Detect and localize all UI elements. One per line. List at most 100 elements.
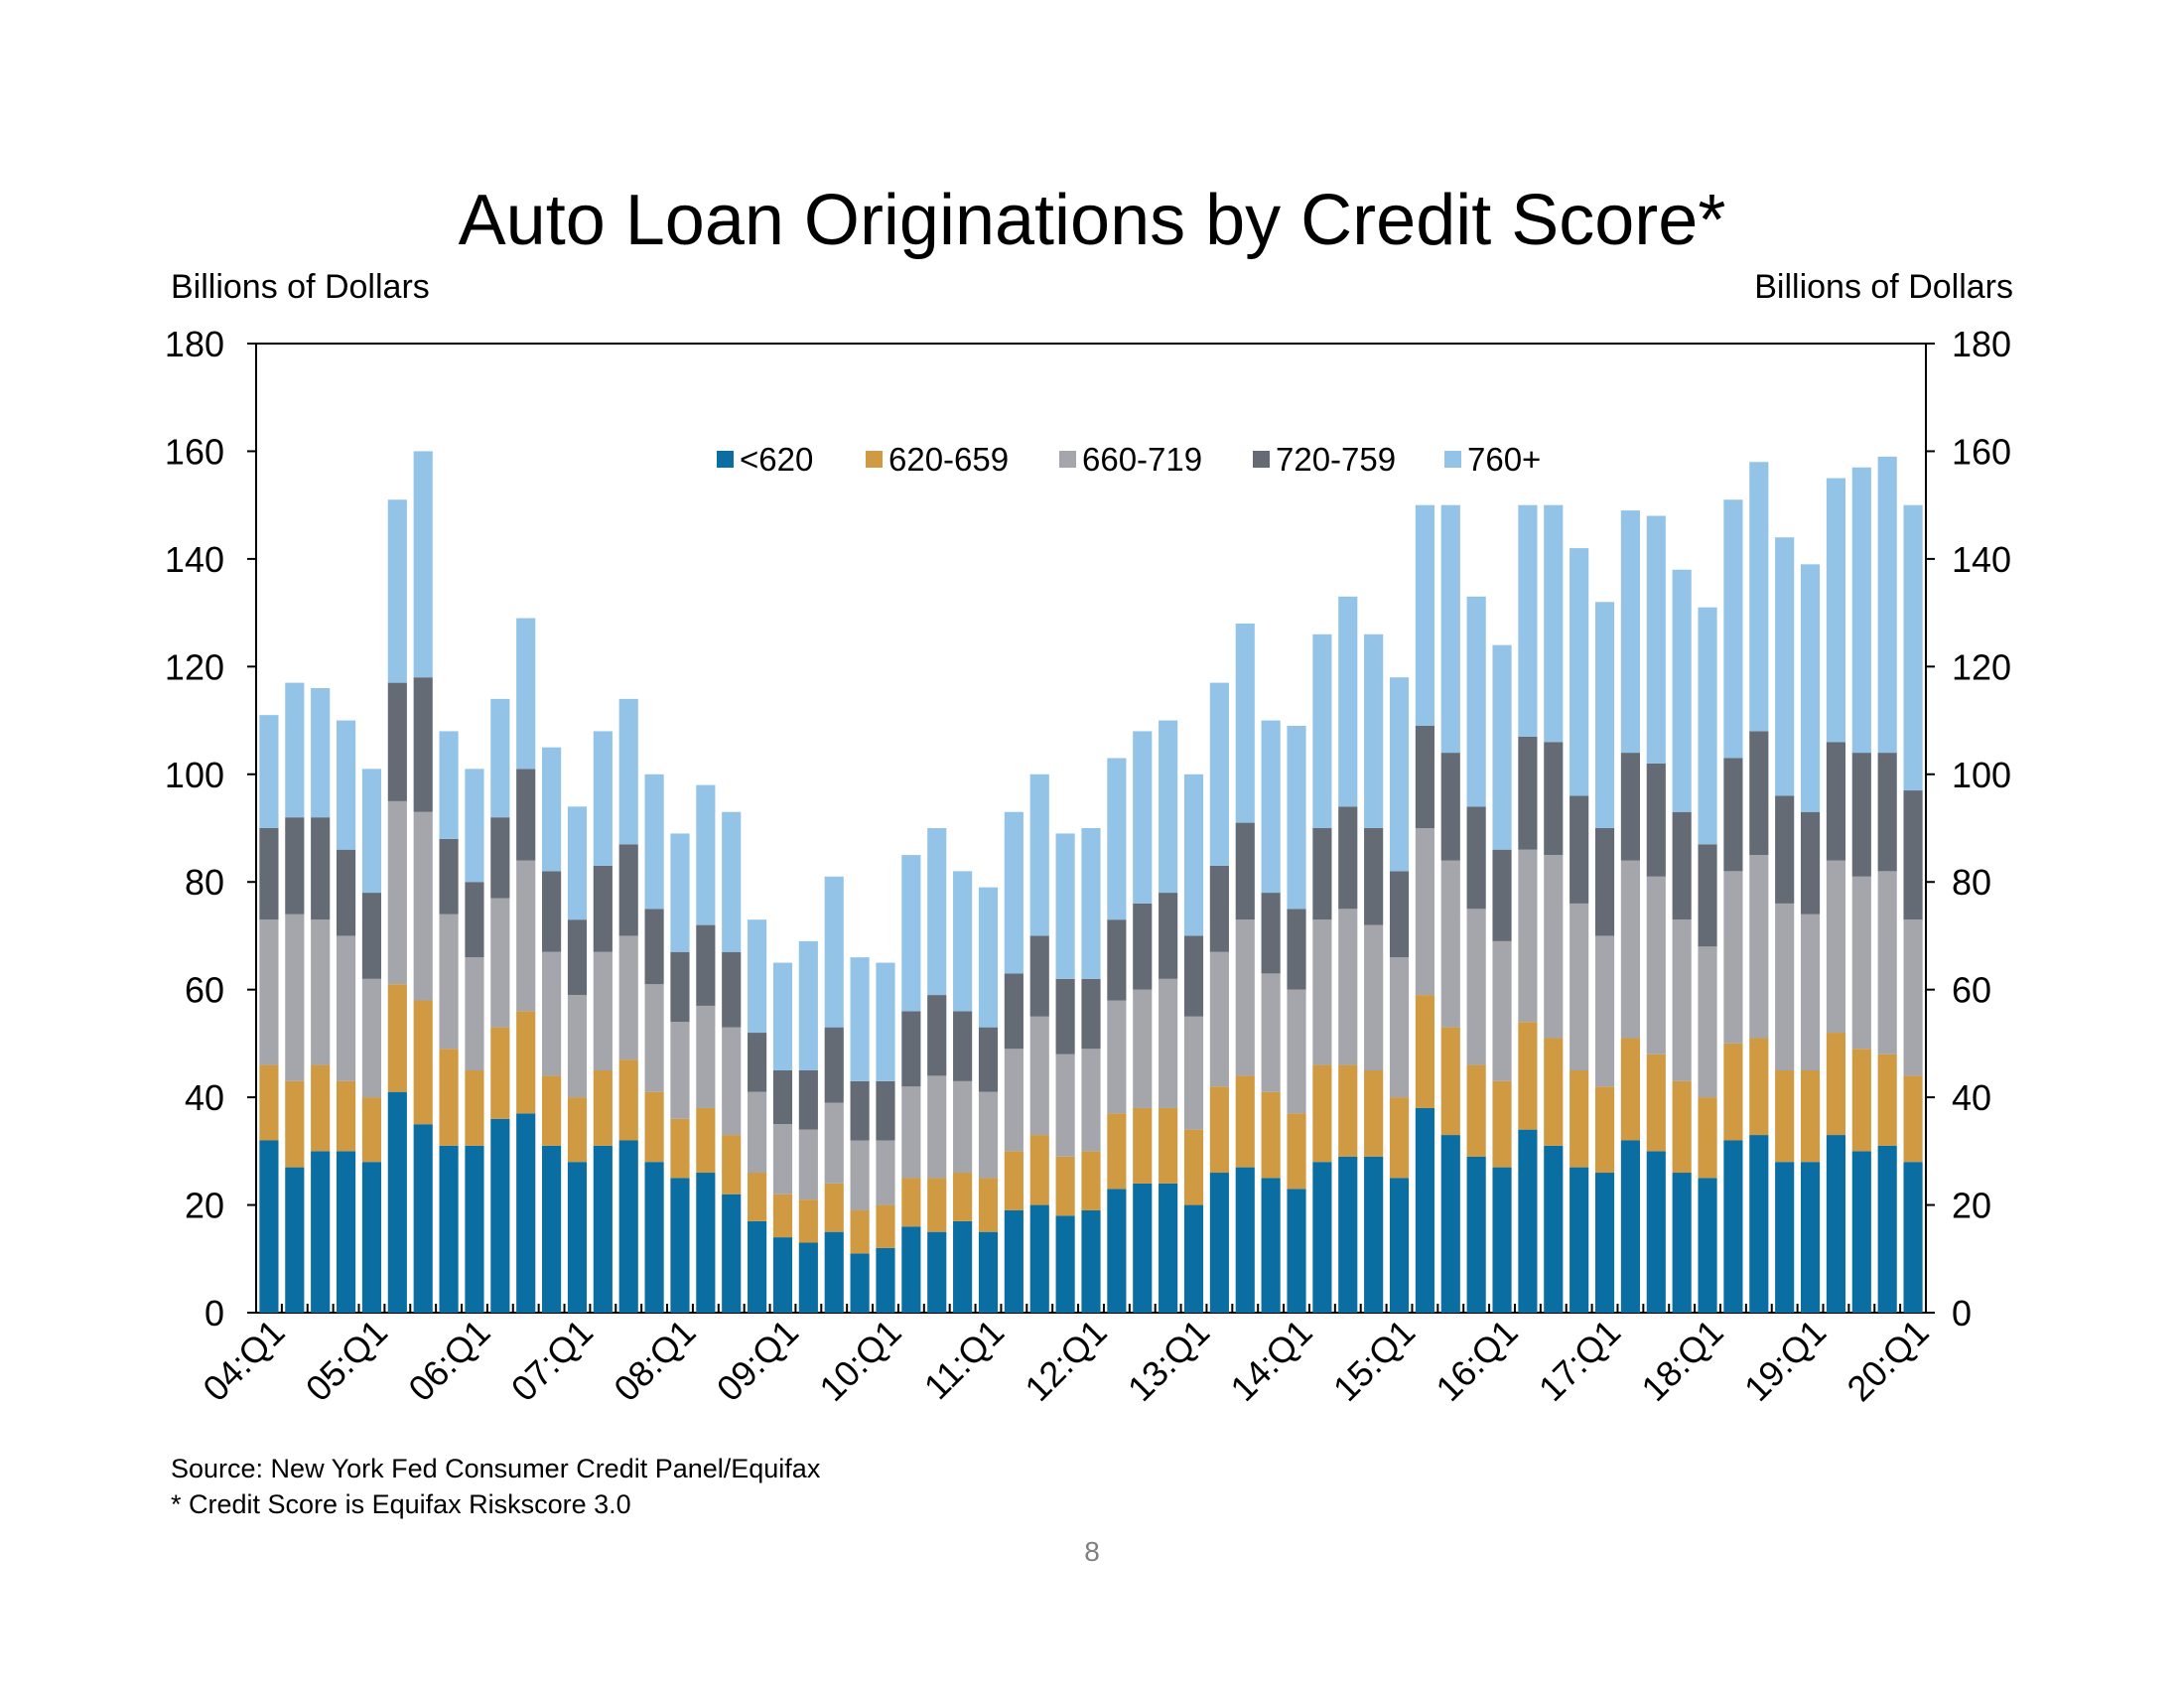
bar-segment-08-Q2-s4 <box>696 784 716 925</box>
bar-segment-04-Q1-s0 <box>259 1140 279 1313</box>
bar-segment-10-Q4-s3 <box>953 1011 973 1081</box>
bar-segment-07-Q1-s0 <box>567 1162 588 1313</box>
bar-segment-19-Q4-s0 <box>1877 1145 1897 1313</box>
bar-segment-17-Q1-s3 <box>1594 828 1615 936</box>
bar-segment-18-Q1-s0 <box>1698 1178 1717 1313</box>
bar-segment-04-Q2-s2 <box>285 914 305 1081</box>
bar-segment-17-Q4-s2 <box>1672 919 1692 1081</box>
bar-segment-16-Q3-s4 <box>1544 504 1564 743</box>
x-tick-label-18-Q1: 18:Q1 <box>1633 1312 1730 1409</box>
bar-segment-18-Q4-s1 <box>1775 1070 1795 1163</box>
bar-segment-17-Q2-s4 <box>1620 510 1640 754</box>
legend-label-620-659: 620-659 <box>888 441 1009 478</box>
bar-segment-13-Q2-s1 <box>1209 1086 1229 1174</box>
bar-segment-16-Q4-s1 <box>1570 1070 1589 1168</box>
bar-segment-10-Q3-s3 <box>927 995 947 1076</box>
bar-segment-18-Q1-s2 <box>1698 946 1717 1098</box>
bar-segment-07-Q1-s2 <box>567 995 588 1098</box>
bar-segment-05-Q3-s4 <box>413 451 433 678</box>
bar-segment-11-Q1-s4 <box>978 887 999 1028</box>
bar-segment-09-Q1-s0 <box>772 1237 793 1313</box>
bar-segment-10-Q2-s1 <box>901 1178 921 1227</box>
bar-segment-14-Q3-s3 <box>1338 806 1358 910</box>
legend-swatch-660-719 <box>1059 451 1076 468</box>
bar-segment-08-Q4-s4 <box>748 919 767 1034</box>
x-tick-label-11-Q1: 11:Q1 <box>916 1312 1012 1407</box>
bar-segment-11-Q1-s1 <box>978 1178 999 1232</box>
y-tick-label-right: 60 <box>1952 970 1991 1011</box>
bar-segment-15-Q1-s3 <box>1389 871 1410 958</box>
source-note: Source: New York Fed Consumer Credit Pan… <box>171 1454 821 1483</box>
bar-segment-19-Q3-s1 <box>1851 1049 1871 1152</box>
y-axes: 0 0 20 20 40 40 60 60 80 80 100 100 120 120 140 140 160 1… <box>165 324 2011 1334</box>
bar-segment-10-Q2-s2 <box>901 1086 921 1179</box>
bar-segment-05-Q4-s2 <box>439 914 459 1050</box>
legend-label-660-719: 660-719 <box>1082 441 1202 478</box>
bar-segment-06-Q1-s4 <box>465 769 484 883</box>
bar-segment-06-Q1-s1 <box>465 1070 484 1146</box>
y-tick-label-right: 80 <box>1952 862 1991 903</box>
x-tick-label-06-Q1: 06:Q1 <box>400 1312 497 1409</box>
bar-segment-11-Q3-s1 <box>1029 1135 1049 1205</box>
bar-segment-10-Q1-s1 <box>876 1204 895 1248</box>
bar-segment-04-Q4-s2 <box>336 935 356 1081</box>
bar-segment-16-Q2-s1 <box>1518 1022 1538 1130</box>
bar-segment-18-Q1-s4 <box>1698 607 1717 845</box>
bar-segment-11-Q3-s0 <box>1029 1204 1049 1313</box>
bar-segment-12-Q4-s0 <box>1159 1183 1178 1313</box>
y-tick-label-left: 180 <box>165 324 224 364</box>
bar-segment-13-Q4-s2 <box>1261 973 1281 1092</box>
y-tick-label-right: 0 <box>1952 1293 1972 1334</box>
bar-segment-10-Q4-s4 <box>953 871 973 1012</box>
bar-segment-12-Q2-s0 <box>1107 1189 1127 1313</box>
bar-segment-13-Q3-s4 <box>1235 623 1255 823</box>
bar-segment-06-Q4-s0 <box>542 1145 562 1313</box>
bar-segment-12-Q4-s1 <box>1159 1107 1178 1184</box>
legend-item-620-659: 620-659 <box>866 441 1009 478</box>
bar-segment-09-Q4-s4 <box>850 957 870 1081</box>
bar-segment-04-Q2-s0 <box>285 1167 305 1313</box>
bar-segment-15-Q3-s4 <box>1440 504 1460 754</box>
bar-segment-15-Q2-s3 <box>1415 725 1434 828</box>
bar-segment-17-Q1-s2 <box>1594 935 1615 1087</box>
bar-segment-08-Q1-s2 <box>670 1022 690 1119</box>
bar-segment-08-Q1-s0 <box>670 1178 690 1313</box>
bar-segment-17-Q4-s3 <box>1672 811 1692 920</box>
bar-segment-16-Q3-s1 <box>1544 1038 1564 1146</box>
legend-swatch-760-plus <box>1444 451 1461 468</box>
bar-segment-07-Q2-s0 <box>593 1145 613 1313</box>
bar-segment-16-Q1-s2 <box>1492 940 1512 1081</box>
bar-segment-08-Q2-s1 <box>696 1107 716 1174</box>
bar-segment-16-Q2-s2 <box>1518 849 1538 1023</box>
x-tick-label-12-Q1: 12:Q1 <box>1017 1312 1114 1409</box>
bar-segment-13-Q1-s1 <box>1183 1129 1204 1205</box>
y-tick-label-left: 120 <box>165 646 224 687</box>
bar-segment-09-Q4-s0 <box>850 1253 870 1313</box>
bar-segment-14-Q1-s3 <box>1287 909 1306 990</box>
bar-segment-07-Q3-s1 <box>618 1059 638 1141</box>
bar-segment-12-Q3-s4 <box>1133 731 1153 904</box>
bar-segment-08-Q1-s3 <box>670 951 690 1023</box>
bar-segment-13-Q4-s4 <box>1261 720 1281 894</box>
bar-segment-12-Q4-s4 <box>1159 720 1178 894</box>
bar-segment-09-Q4-s1 <box>850 1209 870 1254</box>
x-tick-label-20-Q1: 20:Q1 <box>1839 1312 1936 1409</box>
bar-segment-04-Q4-s0 <box>336 1151 356 1313</box>
bar-segment-15-Q3-s1 <box>1440 1027 1460 1136</box>
bar-segment-15-Q4-s0 <box>1466 1156 1486 1313</box>
bar-segment-08-Q3-s4 <box>722 811 742 952</box>
bar-segment-18-Q2-s2 <box>1723 871 1743 1044</box>
bar-segment-14-Q3-s0 <box>1338 1156 1358 1313</box>
bar-segment-18-Q3-s4 <box>1749 462 1769 732</box>
bar-segment-11-Q3-s2 <box>1029 1016 1049 1136</box>
bar-segment-15-Q1-s4 <box>1389 677 1410 872</box>
bar-segment-20-Q1-s4 <box>1903 504 1923 791</box>
y-tick-label-right: 100 <box>1952 755 2011 795</box>
bar-segment-12-Q1-s0 <box>1081 1209 1101 1313</box>
bar-segment-15-Q1-s1 <box>1389 1097 1410 1179</box>
left-axis-unit-label: Billions of Dollars <box>171 268 430 306</box>
bar-segment-18-Q4-s4 <box>1775 537 1795 796</box>
bar-segment-10-Q2-s3 <box>901 1011 921 1087</box>
bar-segment-12-Q1-s2 <box>1081 1049 1101 1152</box>
bar-segment-06-Q2-s3 <box>490 817 510 899</box>
